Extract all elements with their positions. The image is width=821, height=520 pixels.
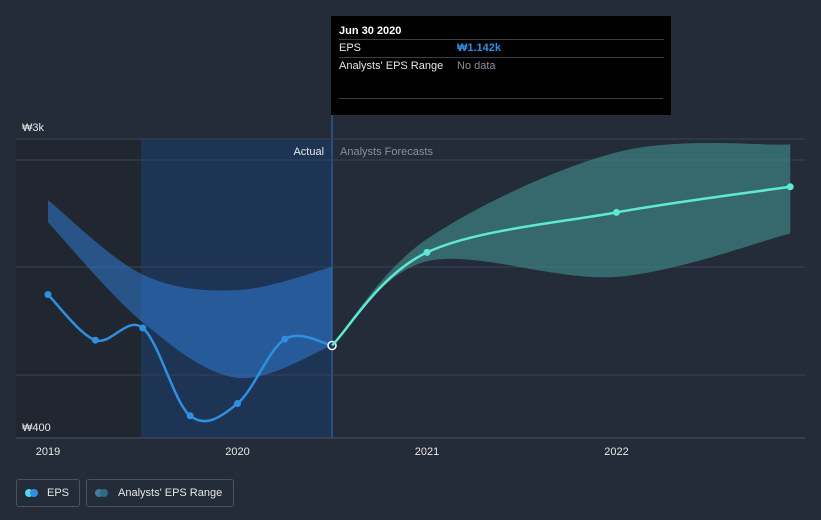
x-tick-label: 2019 xyxy=(36,446,60,458)
eps-point xyxy=(186,412,194,420)
x-tick-label: 2021 xyxy=(415,446,439,458)
eps-forecast-line xyxy=(331,185,791,347)
tooltip-eps-row: EPS ₩1.142k xyxy=(339,39,664,57)
eps-forecast-point xyxy=(423,248,431,256)
eps-swatch-icon xyxy=(25,489,38,497)
eps-point xyxy=(234,400,241,408)
forecast-label: Analysts Forecasts xyxy=(340,146,433,158)
legend-range-button[interactable]: Analysts' EPS Range xyxy=(86,479,234,507)
tooltip: Jun 30 2020 EPS ₩1.142k Analysts' EPS Ra… xyxy=(331,16,671,115)
eps-point xyxy=(91,336,99,344)
eps-point xyxy=(281,335,289,343)
range-swatch-icon xyxy=(95,489,109,497)
tooltip-date: Jun 30 2020 xyxy=(339,25,402,37)
y-min-label: ₩400 xyxy=(22,422,51,434)
past-eps-range-band xyxy=(48,200,333,379)
eps-point xyxy=(139,324,147,332)
forecast-eps-range-band xyxy=(332,143,791,346)
tooltip-eps-value: ₩1.142k xyxy=(457,42,502,54)
y-max-label: ₩3k xyxy=(22,122,45,134)
actual-label: Actual xyxy=(293,146,324,158)
tooltip-range-value: No data xyxy=(457,60,496,72)
eps-forecast-point xyxy=(613,208,620,216)
tooltip-divider xyxy=(339,98,663,99)
x-tick-label: 2020 xyxy=(225,446,249,458)
tooltip-eps-label: EPS xyxy=(339,42,362,54)
x-tick-label: 2022 xyxy=(604,446,628,458)
tooltip-range-label: Analysts' EPS Range xyxy=(339,60,444,72)
eps-forecast-point xyxy=(786,183,794,191)
tooltip-range-row: Analysts' EPS Range No data xyxy=(339,57,664,75)
legend-eps-button[interactable]: EPS xyxy=(16,479,80,507)
eps-point xyxy=(44,291,52,299)
legend-range-label: Analysts' EPS Range xyxy=(118,487,223,499)
legend-eps-label: EPS xyxy=(46,487,69,499)
